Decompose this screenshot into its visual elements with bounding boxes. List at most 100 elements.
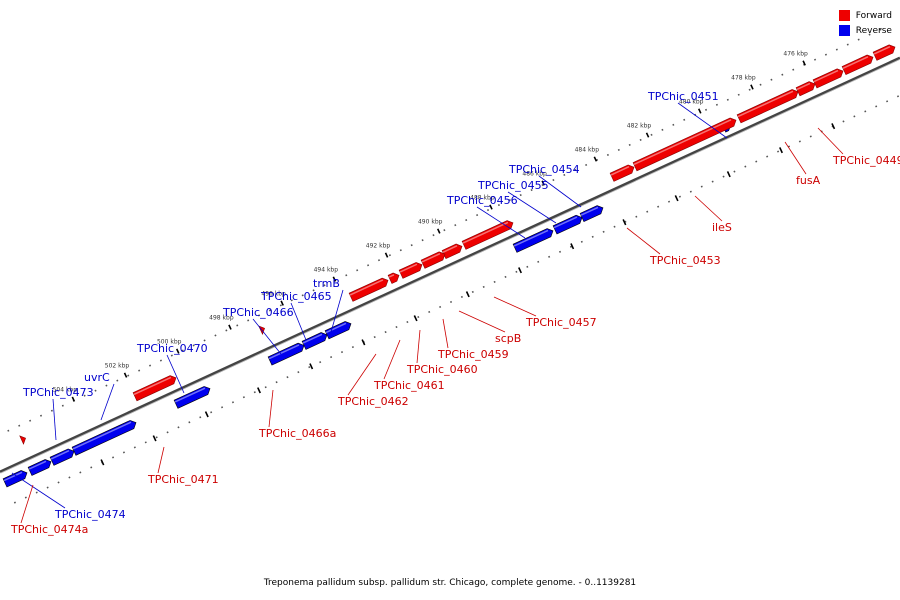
TPChic_0460-leader [416, 329, 421, 364]
kbp-tick-lower [674, 195, 679, 202]
TPChic_0451-leader [677, 102, 728, 139]
TPChic_0473-feature [27, 459, 52, 476]
gene-label-TPChic_0466a: TPChic_0466a [258, 427, 336, 440]
gene-bar [552, 214, 583, 235]
ileS-feature [632, 117, 737, 172]
gene-shine [28, 460, 47, 470]
scpB-leader [458, 310, 506, 333]
TPChic_0466-leader [252, 318, 282, 355]
gene-bar [132, 375, 177, 402]
kbp-tick-lower [100, 459, 105, 466]
gene-label-TPChic_0457: TPChic_0457 [525, 316, 597, 329]
gene-label-TPChic_0455: TPChic_0455 [477, 179, 549, 192]
kbp-tick-lower [361, 339, 366, 346]
kbp-ticks: 476 kbp 478 kbp 480 kbp 482 kbp 484 kbp 486 k… [53, 50, 836, 466]
kbp-tick [332, 276, 337, 282]
gene-shine [302, 333, 323, 344]
gene-shine [388, 274, 395, 278]
gene-shine [50, 450, 70, 460]
kbp-tick-label: 480 kbp [679, 98, 704, 105]
fusA-feature [795, 81, 816, 97]
kbp-tick-label: 500 kbp [157, 338, 182, 345]
kbp-tick [280, 300, 284, 306]
TPChic_0456-leader [476, 206, 526, 239]
kbp-tick [228, 324, 232, 330]
gene-bar [398, 262, 423, 279]
gene-label-TPChic_0456: TPChic_0456 [446, 194, 518, 207]
gene-shine [813, 69, 839, 83]
strand-legend: Forward Reverse [838, 8, 892, 38]
gene-bar [27, 459, 52, 476]
gene-label-ileS: ileS [712, 221, 732, 234]
gene-bar [632, 117, 737, 172]
gene-shine [72, 421, 132, 450]
TPChic_0459-leader [442, 318, 449, 349]
TPChic_0455-leader [507, 191, 557, 224]
gene-bar [461, 220, 514, 250]
gene-bar [441, 243, 463, 259]
TPChic_0453-leader [626, 227, 661, 255]
gene-shine [442, 245, 458, 253]
gene-label-TPChic_0474a: TPChic_0474a [10, 523, 88, 536]
gene-shine [325, 322, 347, 334]
gene-label-TPChic_0474: TPChic_0474 [54, 508, 126, 521]
kbp-tick-label: 498 kbp [209, 314, 234, 321]
TPChic_0471-leader [157, 446, 165, 474]
kbp-tick-label: 478 kbp [731, 74, 756, 81]
kbp-tick [436, 228, 441, 234]
kbp-tick-lower [570, 243, 575, 250]
gene-bar [579, 205, 604, 222]
gene-label-TPChic_0461: TPChic_0461 [373, 379, 445, 392]
gene-label-TPChic_0471: TPChic_0471 [147, 473, 219, 486]
TPChic_0449-leader [817, 127, 844, 155]
TPChic_0455-feature [552, 214, 583, 235]
kbp-tick [697, 108, 702, 114]
kbp-tick [384, 252, 389, 258]
gene-label-TPChic_0460: TPChic_0460 [406, 363, 478, 376]
TPChic_0456-feature [512, 228, 554, 253]
gene-bar [49, 448, 75, 466]
kbp-tick-lower [779, 147, 783, 154]
gene-bar [348, 277, 389, 302]
legend-forward: Forward [838, 8, 892, 23]
gene-label-TPChic_0451: TPChic_0451 [647, 90, 719, 103]
kbp-tick-label: 502 kbp [105, 362, 130, 369]
gene-label-trmB: trmB [313, 277, 340, 290]
TPChic_0462-leader [347, 353, 377, 396]
kbp-tick-lower [726, 171, 731, 178]
kbp-tick-label: 488 kbp [470, 194, 495, 201]
genome-caption: Treponema pallidum subsp. pallidum str. … [263, 578, 637, 588]
gene-shine [268, 344, 300, 360]
kbp-tick-label: 486 kbp [522, 170, 547, 177]
TPChic_0449-feature [812, 68, 844, 89]
gene-features [2, 44, 896, 488]
gene-bar [872, 44, 896, 61]
TPChic_0470-leader [166, 354, 185, 394]
gene-shine [174, 387, 206, 403]
gene-bar [812, 68, 844, 89]
kbp-tick [489, 204, 493, 210]
gene-bar [736, 89, 799, 124]
kbp-tick-lower [257, 387, 261, 394]
kbp-tick-lower [152, 435, 157, 442]
gene-label-TPChic_0453: TPChic_0453 [649, 254, 721, 267]
gene-shine [633, 119, 732, 166]
gene-bar [301, 332, 328, 350]
uvrC-leader [100, 383, 115, 421]
gene-shine [513, 229, 549, 247]
gene-shine [3, 471, 23, 482]
kbp-tick [750, 84, 754, 90]
kbp-tick [175, 348, 180, 354]
gene-label-TPChic_0466: TPChic_0466 [222, 306, 294, 319]
gene-label-TPChic_0459: TPChic_0459 [437, 348, 509, 361]
TPChic_0466-feature [267, 342, 305, 366]
gene-label-TPChic_0470: TPChic_0470 [136, 342, 208, 355]
trmB-leader [330, 289, 344, 333]
gene-label-TPChic_0465: TPChic_0465 [260, 290, 332, 303]
gene-bar [387, 272, 400, 284]
TPChic_0470-feature [173, 386, 211, 409]
gene-shine [349, 279, 384, 296]
gene-label-scpB: scpB [495, 332, 521, 345]
TPChic_0465-leader [290, 302, 307, 341]
